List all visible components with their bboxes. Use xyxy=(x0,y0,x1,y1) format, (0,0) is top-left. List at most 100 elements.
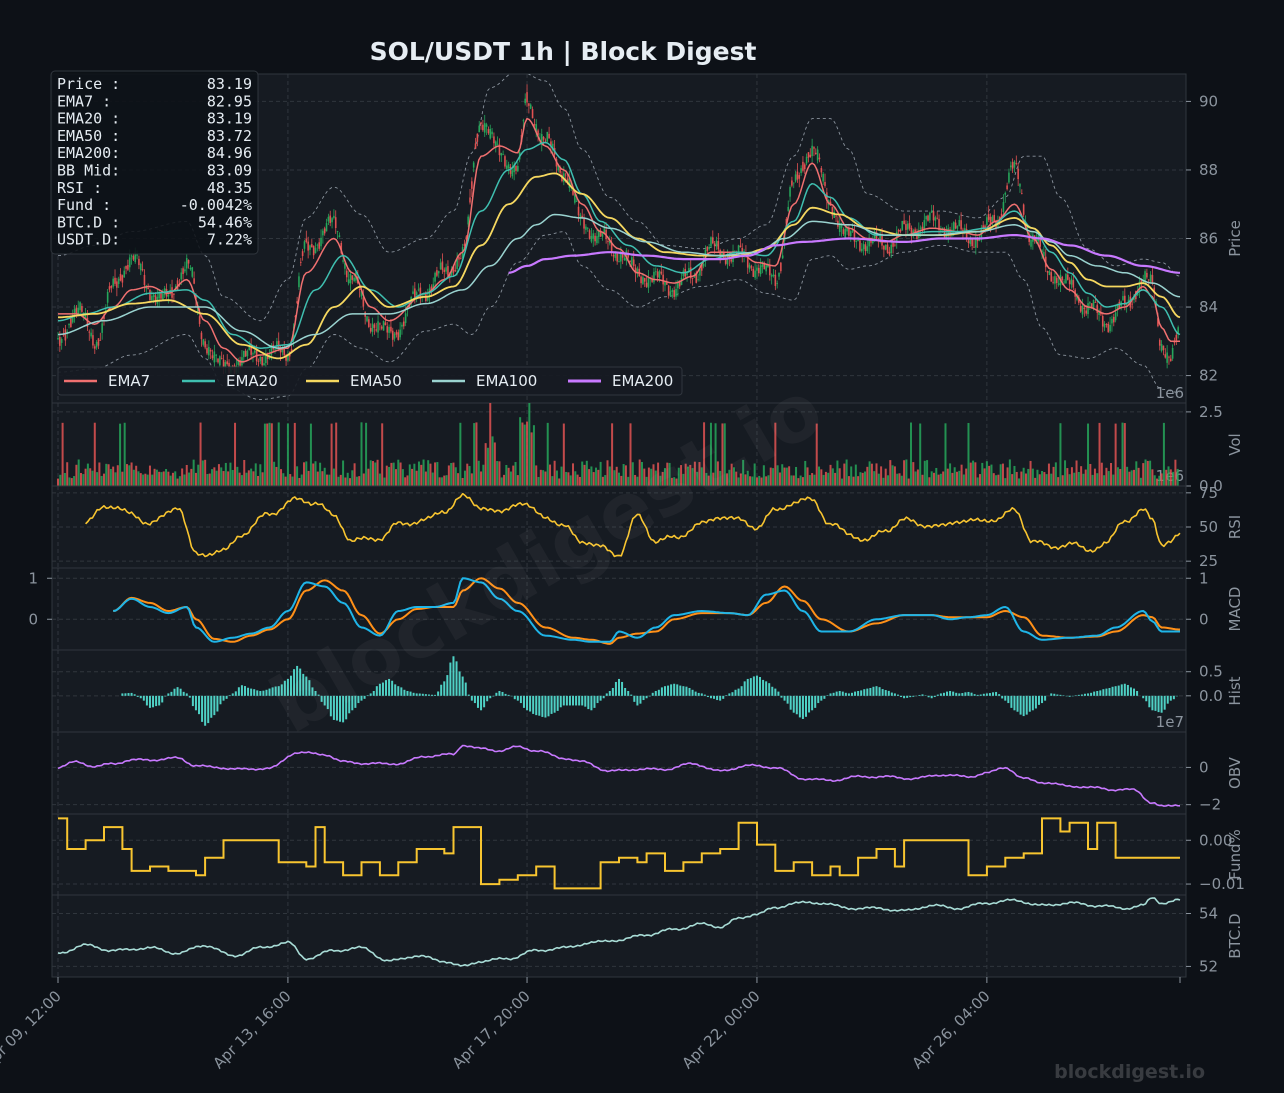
candle-body xyxy=(323,228,326,234)
hist-bar xyxy=(265,689,268,696)
hist-bar xyxy=(274,686,277,696)
volume-bar xyxy=(1153,475,1156,486)
candle-body xyxy=(757,267,760,274)
volume-bar xyxy=(174,471,177,486)
volume-bar xyxy=(645,476,648,486)
volume-bar xyxy=(266,423,269,486)
volume-bar xyxy=(330,423,333,486)
volume-bar xyxy=(1107,471,1110,486)
volume-bar xyxy=(268,422,271,486)
x-tick-label: Apr 17, 20:00 xyxy=(449,987,534,1072)
candle-body xyxy=(971,239,973,247)
volume-bar xyxy=(1047,463,1050,486)
volume-bar xyxy=(981,462,984,486)
volume-bar xyxy=(1034,477,1037,486)
hist-bar xyxy=(1129,687,1132,696)
volume-bar xyxy=(783,467,786,486)
volume-bar xyxy=(716,461,719,486)
hist-bar xyxy=(713,695,716,699)
candle-body xyxy=(634,267,637,274)
volume-bar xyxy=(1149,460,1152,486)
legend-box xyxy=(57,366,683,396)
hist-bar xyxy=(476,695,479,708)
volume-bar xyxy=(114,472,117,486)
hist-bar xyxy=(360,695,363,701)
hist-bar xyxy=(982,693,985,696)
hist-bar xyxy=(449,662,452,696)
candle-body xyxy=(798,175,801,179)
volume-bar xyxy=(576,474,579,486)
hist-bar xyxy=(222,695,225,701)
volume-bar xyxy=(1004,478,1007,486)
y-tick-label: 75 xyxy=(1199,484,1218,502)
volume-bar xyxy=(942,471,945,486)
volume-bar xyxy=(845,459,848,486)
volume-bar xyxy=(958,470,961,486)
volume-bar xyxy=(539,469,542,486)
volume-bar xyxy=(778,472,781,486)
candle-body xyxy=(1092,300,1095,309)
candle-body xyxy=(809,154,812,158)
volume-bar xyxy=(898,473,901,486)
candle-body xyxy=(491,131,493,135)
panel-frame xyxy=(51,894,1187,978)
candle-body xyxy=(697,279,699,281)
volume-bar xyxy=(680,465,683,486)
candle-body xyxy=(458,257,460,260)
info-label: RSI : xyxy=(57,179,102,197)
candle-body xyxy=(1046,270,1049,273)
candle-body xyxy=(395,331,398,335)
volume-bar xyxy=(788,466,791,486)
candle-body xyxy=(311,244,313,248)
volume-bar xyxy=(132,469,135,486)
candle-body xyxy=(748,264,751,270)
candle-body xyxy=(250,345,252,355)
volume-bar xyxy=(98,462,101,486)
volume-bar xyxy=(59,474,62,486)
volume-bar xyxy=(123,422,126,486)
hist-bar xyxy=(866,688,869,696)
hist-bar xyxy=(771,686,774,696)
hist-bar xyxy=(639,695,642,704)
volume-bar xyxy=(1045,474,1048,486)
candle-body xyxy=(1162,345,1165,350)
volume-bar xyxy=(795,466,798,486)
volume-bar xyxy=(298,477,301,486)
hist-bar xyxy=(403,689,406,696)
candle-body xyxy=(437,271,440,274)
y-axis-label: Price xyxy=(1226,220,1244,257)
hist-bar xyxy=(933,695,936,698)
candle-body xyxy=(507,164,510,169)
volume-bar xyxy=(1119,468,1122,486)
candle-body xyxy=(1098,310,1100,315)
candle-body xyxy=(1087,303,1089,315)
hist-bar xyxy=(777,691,780,696)
hist-bar xyxy=(250,688,253,696)
hist-bar xyxy=(182,691,185,696)
y-tick-label: 54 xyxy=(1199,905,1218,923)
volume-bar xyxy=(61,422,64,486)
volume-bar xyxy=(666,462,669,486)
volume-bar xyxy=(551,476,554,486)
volume-bar xyxy=(769,467,772,486)
hist-bar xyxy=(774,688,777,696)
volume-bar xyxy=(988,465,991,486)
candle-body xyxy=(445,267,447,272)
candle-body xyxy=(77,307,80,315)
volume-bar xyxy=(109,468,112,486)
candle-body xyxy=(529,104,532,109)
y-axis-label: RSI xyxy=(1226,515,1244,539)
candle-body xyxy=(989,217,992,224)
candle-body xyxy=(934,217,937,221)
volume-bar xyxy=(293,422,296,486)
hist-bar xyxy=(1044,695,1047,701)
candle-body xyxy=(612,254,615,257)
candle-body xyxy=(807,152,810,158)
volume-bar xyxy=(995,475,998,486)
macd-line xyxy=(113,577,1180,643)
volume-bar xyxy=(146,474,149,486)
candle-body xyxy=(384,322,387,326)
hist-bar xyxy=(1136,691,1139,696)
volume-bar xyxy=(884,468,887,486)
volume-bar xyxy=(1024,473,1027,486)
